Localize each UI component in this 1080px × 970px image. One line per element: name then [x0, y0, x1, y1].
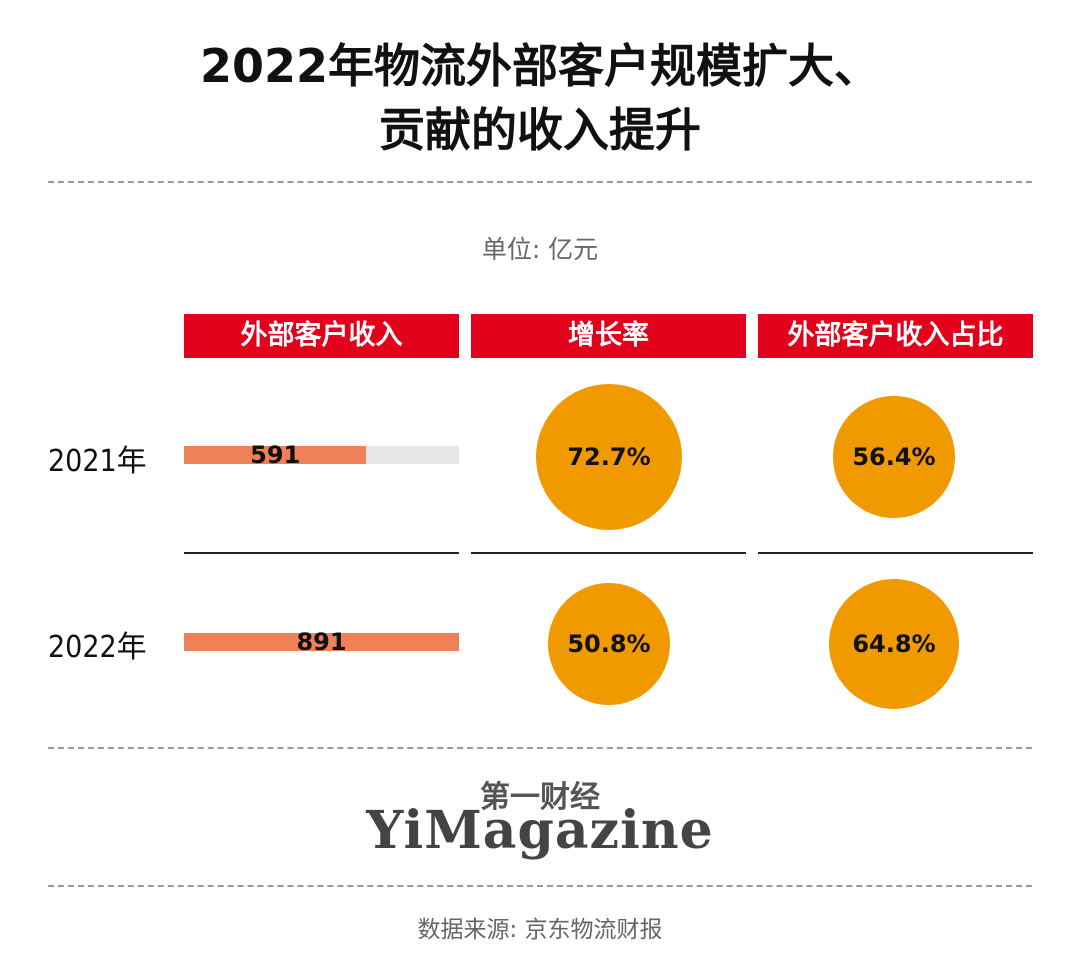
brand-logo-en: YiMagazine: [366, 800, 714, 861]
data-source: 数据来源: 京东物流财报: [417, 917, 663, 943]
row-separator: [758, 552, 1033, 554]
brand-name-cn: 第一财经: [480, 780, 600, 815]
title-line-1: 2022年物流外部客户规模扩大、: [199, 39, 881, 93]
year-label: 2022年: [48, 630, 147, 665]
revenue-bar-track: [184, 446, 459, 464]
divider-bottom: [48, 885, 1032, 887]
divider-top: [48, 181, 1032, 183]
revenue-bar: [184, 633, 459, 651]
header-growth-rate: 增长率: [471, 314, 746, 358]
revenue-bar: [184, 446, 367, 464]
title-line-2: 贡献的收入提升: [379, 103, 701, 157]
year-label: 2021年: [48, 444, 147, 479]
share-circle: 56.4%: [833, 396, 955, 518]
unit-label: 单位: 亿元: [481, 235, 599, 264]
row-separator: [184, 552, 459, 554]
growth-circle: 72.7%: [536, 384, 682, 530]
row-separator: [471, 552, 746, 554]
revenue-bar-track: [184, 633, 459, 651]
header-external-revenue: 外部客户收入: [184, 314, 459, 358]
growth-circle: 50.8%: [547, 582, 670, 705]
revenue-value: 591: [250, 441, 301, 469]
revenue-value: 891: [296, 628, 347, 656]
header-revenue-share: 外部客户收入占比: [758, 314, 1033, 358]
share-circle: 64.8%: [829, 579, 959, 709]
divider-middle: [48, 747, 1032, 749]
